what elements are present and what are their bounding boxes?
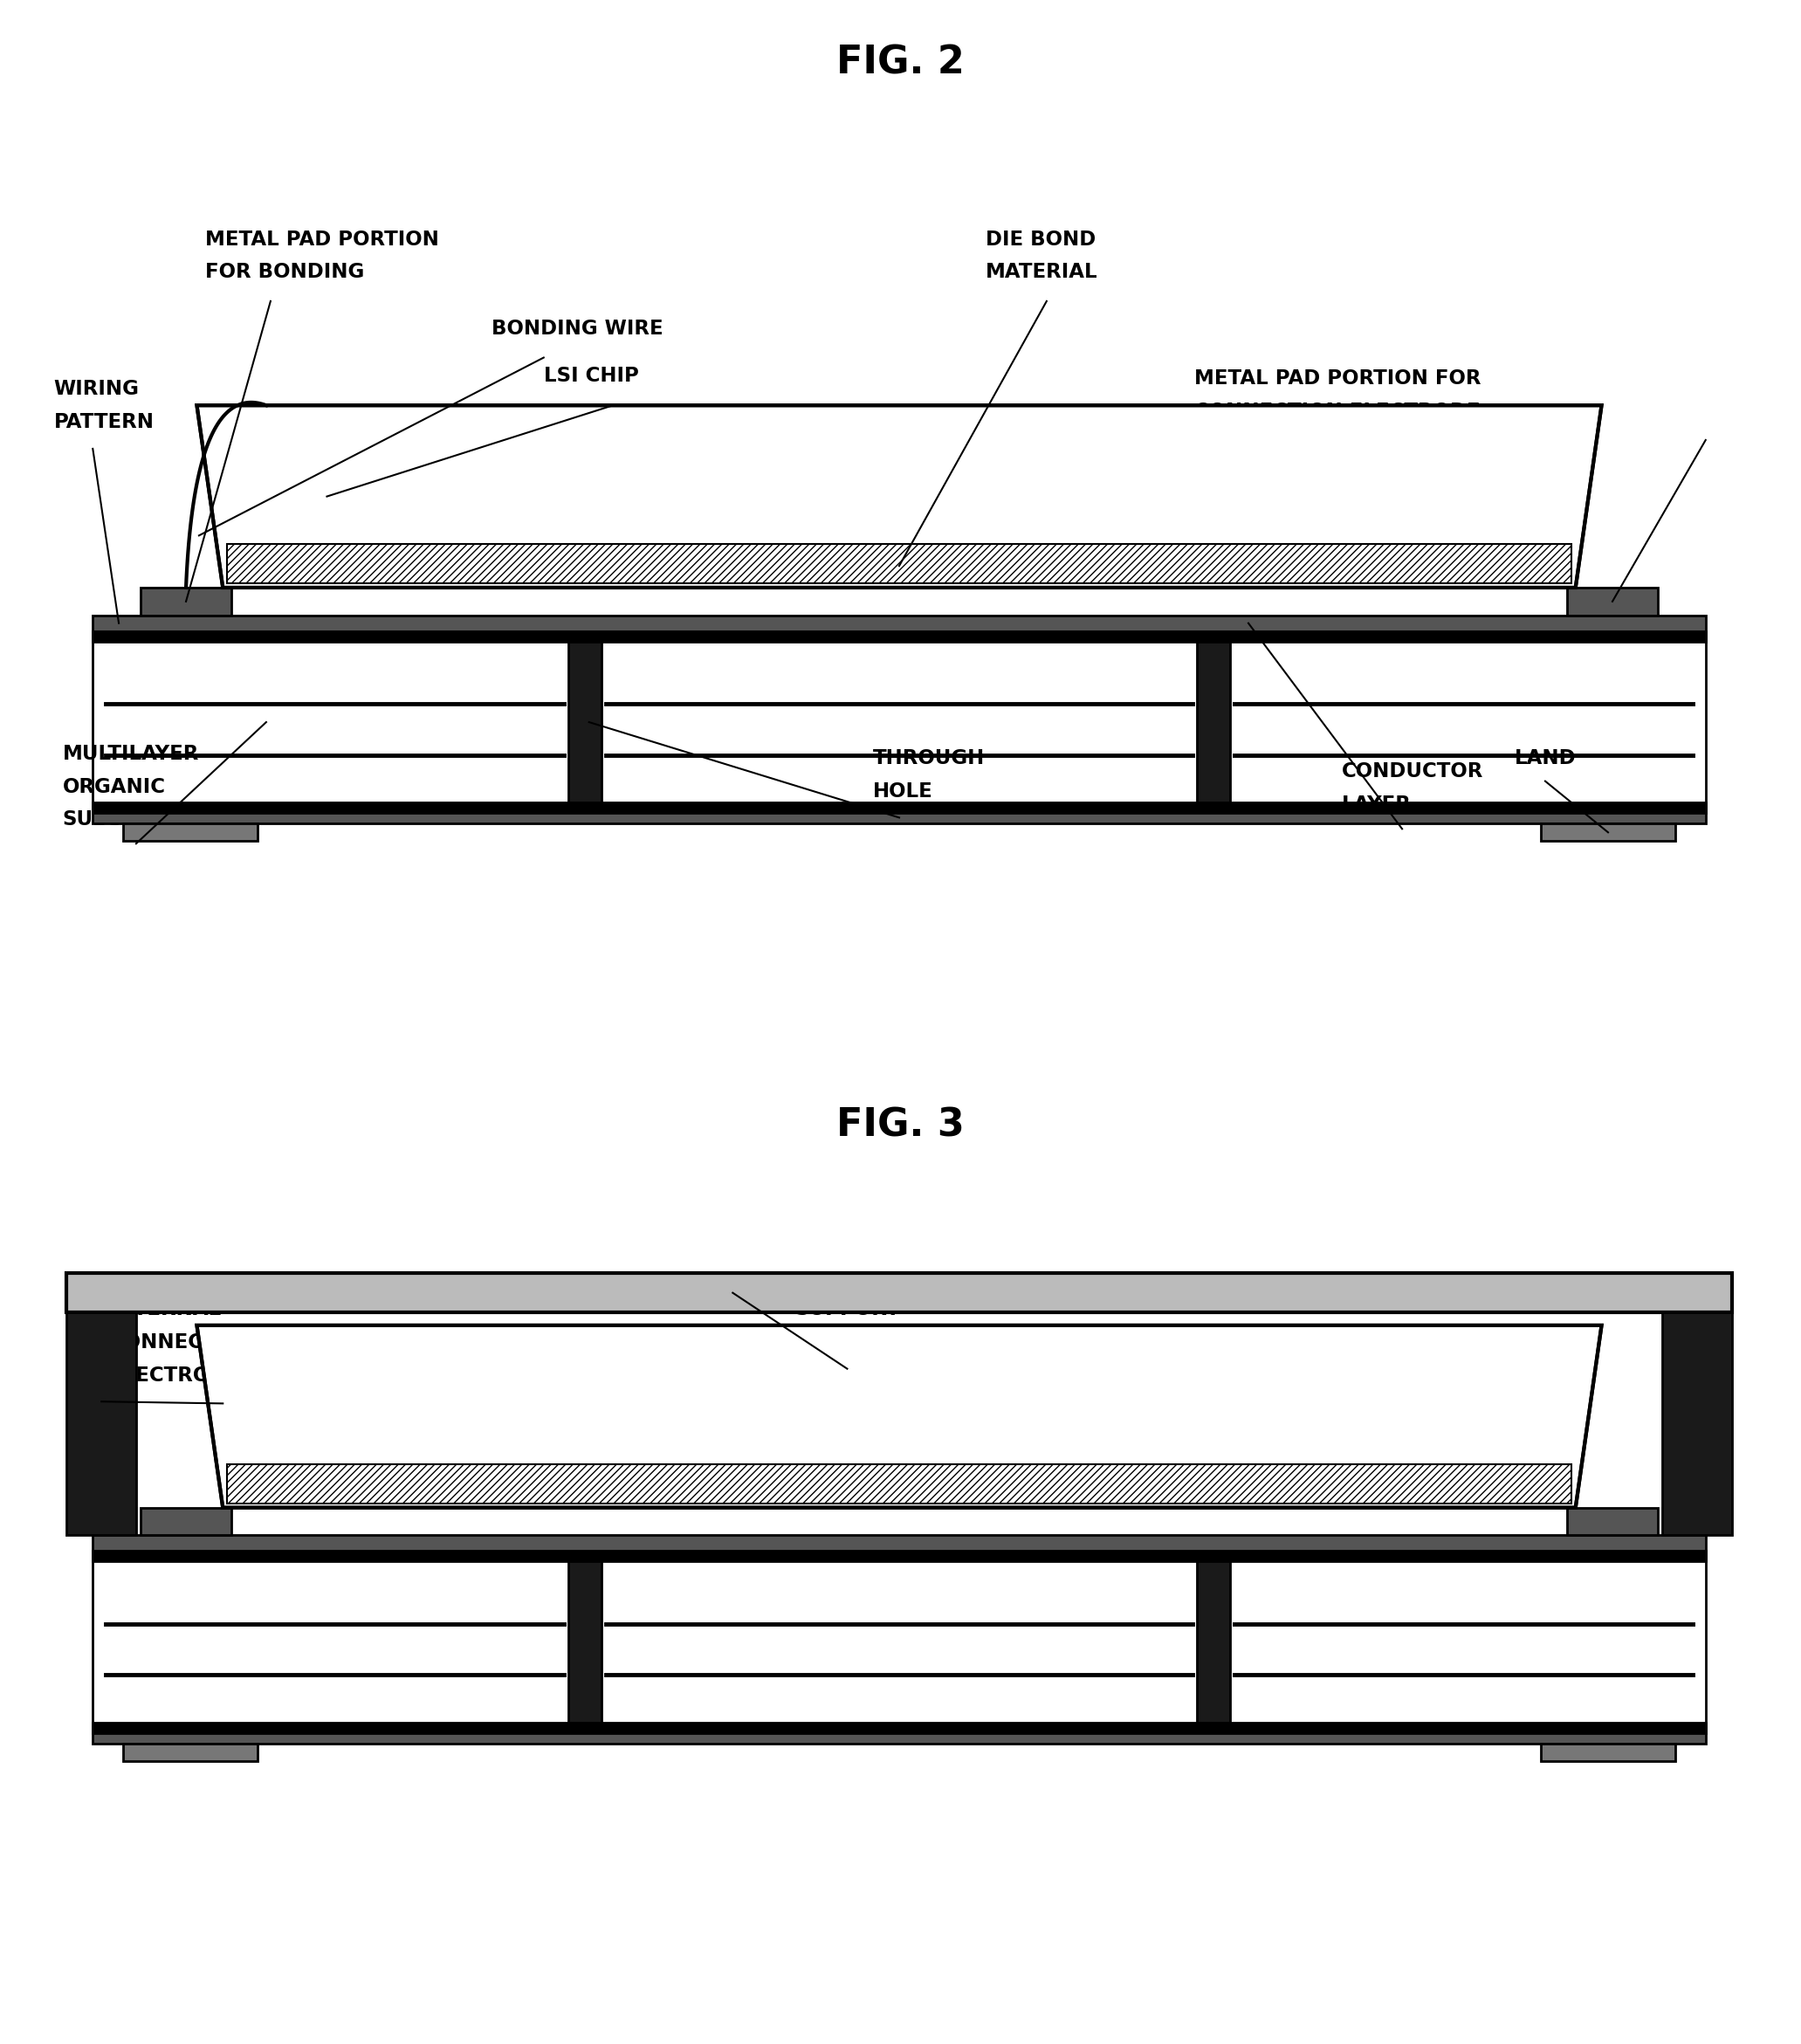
Text: SUPPORT: SUPPORT [796,1300,900,1318]
Bar [67,1312,137,1535]
Bar [140,587,232,615]
Bar [1542,1744,1675,1762]
Bar [94,632,1706,642]
Text: LAND: LAND [1515,748,1576,769]
Bar [227,1464,1570,1502]
Text: HOLE: HOLE [873,781,933,801]
Bar [1198,1549,1230,1735]
Bar [122,824,258,840]
Bar [1542,824,1675,840]
Bar [94,814,1706,824]
Text: FOR BONDING: FOR BONDING [205,262,364,282]
Bar [94,803,1706,814]
Bar [227,576,1570,587]
Text: LAYER: LAYER [1342,795,1412,814]
Bar [1567,1508,1659,1535]
Text: MATERIAL: MATERIAL [985,262,1099,282]
Text: CONDUCTOR: CONDUCTOR [1342,760,1484,781]
Bar [1567,587,1659,615]
Text: LSI CHIP: LSI CHIP [544,366,639,386]
Text: FIG. 3: FIG. 3 [836,1108,964,1145]
Bar [94,1723,1706,1733]
Bar [94,632,1706,814]
Bar [94,615,1706,632]
Bar [140,1508,232,1535]
Text: BONDING WIRE: BONDING WIRE [492,319,663,339]
Bar [94,1733,1706,1744]
Bar [569,1549,602,1735]
Text: METAL PAD PORTION FOR: METAL PAD PORTION FOR [1194,368,1480,388]
Text: INTERNAL: INTERNAL [110,1300,222,1318]
Bar [95,634,1704,811]
Bar [122,1744,258,1762]
Bar [94,1551,1706,1733]
Bar [1662,1312,1731,1535]
Text: DIE BOND: DIE BOND [985,231,1097,249]
Bar [95,1553,1704,1731]
Text: ORGANIC: ORGANIC [63,777,166,797]
Text: THROUGH: THROUGH [873,748,985,769]
Polygon shape [196,405,1601,587]
Text: PATTERN: PATTERN [54,413,155,433]
Text: CONNECTION: CONNECTION [110,1333,258,1353]
Text: METAL PAD PORTION: METAL PAD PORTION [205,231,439,249]
Bar [67,1273,1731,1312]
Text: WIRING: WIRING [54,380,139,399]
Bar [227,1492,1570,1502]
Bar [94,1551,1706,1562]
Text: SUBSTRATE: SUBSTRATE [63,809,193,830]
Text: MULTILAYER: MULTILAYER [63,744,198,764]
Text: CONNECTION ELECTRODE: CONNECTION ELECTRODE [1194,403,1480,421]
Polygon shape [196,1325,1601,1508]
Text: FIG. 2: FIG. 2 [836,43,964,82]
Bar [1198,628,1230,816]
Bar [70,1275,1729,1310]
Bar [569,628,602,816]
Bar [227,544,1570,583]
Bar [94,1535,1706,1551]
Text: PORTION: PORTION [796,1333,897,1353]
Text: ELECTRODE: ELECTRODE [110,1365,241,1386]
